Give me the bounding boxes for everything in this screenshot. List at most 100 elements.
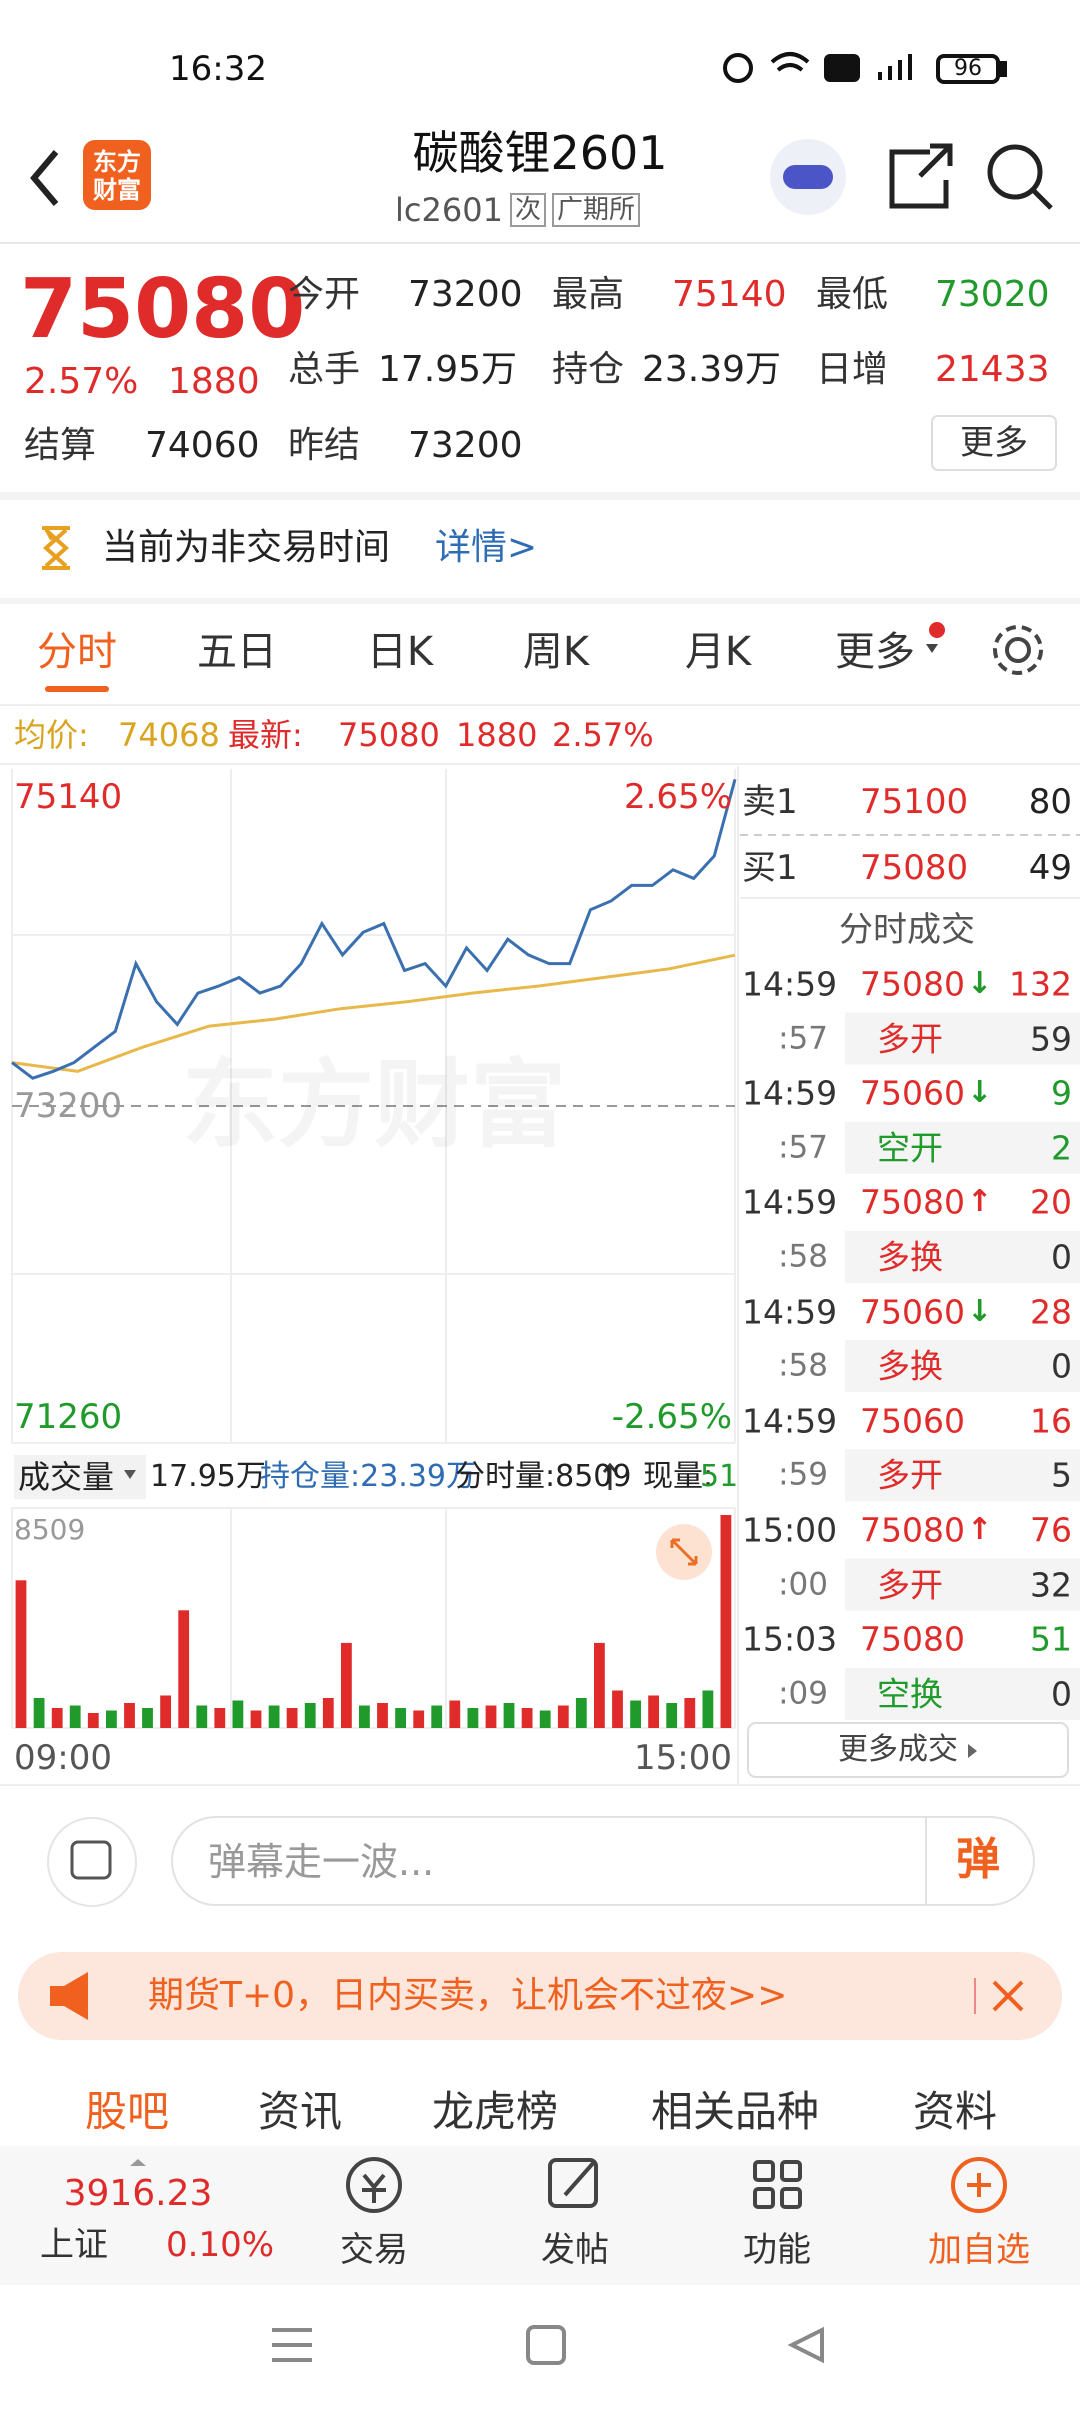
caret	[968, 1744, 977, 1758]
volume-bar	[377, 1703, 388, 1728]
trade-volume: 51	[1030, 1619, 1072, 1659]
search-icon[interactable]	[987, 144, 1053, 210]
trade-second: :57	[778, 1129, 828, 1166]
expand-arrows	[670, 1538, 698, 1566]
bottom-tab[interactable]: 资讯	[257, 2087, 343, 2136]
y-tick-label: 71260	[14, 1397, 123, 1437]
trade-time: 15:00	[742, 1510, 838, 1550]
more-trades-label[interactable]: 更多成交	[838, 1732, 958, 1767]
volume-bar	[33, 1698, 45, 1728]
volume-bar	[69, 1705, 81, 1728]
x-tick-label: 15:00	[634, 1738, 732, 1778]
price-line	[11, 779, 737, 1080]
change: 1880	[456, 716, 538, 754]
more-button-label[interactable]: 更多	[960, 423, 1028, 463]
volume-bar	[106, 1710, 117, 1728]
field-value: 75140	[672, 274, 787, 315]
tab[interactable]: 周K	[522, 629, 590, 675]
close-icon[interactable]	[992, 1980, 1024, 2012]
trade-time: 14:59	[742, 1073, 838, 1113]
trade-time: 14:59	[742, 1292, 838, 1332]
volume-bar	[503, 1703, 515, 1728]
trade-volume: 76	[1030, 1510, 1072, 1550]
trade-price: 75060	[860, 1292, 965, 1332]
volume-bar	[395, 1708, 406, 1728]
volume-bar	[87, 1713, 99, 1728]
comment-placeholder: 弹幕走一波...	[208, 1840, 435, 1884]
bottom-tab[interactable]: 龙虎榜	[431, 2087, 559, 2136]
trade-time: 14:59	[742, 964, 838, 1004]
battery: 96	[954, 56, 982, 81]
red-dot	[929, 622, 945, 638]
field-value: 74060	[145, 425, 260, 466]
clock: 16:32	[169, 49, 267, 89]
ad-text: 期货T+0，日内买卖，让机会不过夜>>	[148, 1975, 788, 2016]
tag: 广期所	[552, 193, 641, 227]
tab[interactable]: 日K	[366, 629, 434, 675]
bottom-tab[interactable]: 资料	[912, 2087, 998, 2136]
trade-oi-change: 5	[1051, 1455, 1072, 1495]
change: 1880	[168, 361, 260, 402]
danmaku-settings[interactable]	[47, 1817, 137, 1907]
volume-bar	[142, 1708, 153, 1728]
volume-bar	[557, 1705, 569, 1728]
volume-bar	[359, 1705, 370, 1728]
trades-title: 分时成交	[839, 910, 975, 950]
trade-second: :59	[778, 1456, 828, 1493]
pct-label: -2.65%	[611, 1397, 732, 1437]
logo-text: 财富	[93, 176, 141, 204]
trade-volume: 20	[1030, 1182, 1072, 1222]
volume-bar	[304, 1703, 316, 1728]
nav-label[interactable]: 发帖	[541, 2230, 609, 2270]
index-name: 上证	[40, 2225, 108, 2265]
more-button[interactable]	[931, 415, 1057, 471]
volume-bar	[232, 1700, 244, 1728]
settings-icon[interactable]	[993, 625, 1043, 675]
comment-input[interactable]	[171, 1816, 1035, 1906]
bottom-tab[interactable]: 股吧	[84, 2087, 170, 2136]
notice-link[interactable]: 详情>	[435, 527, 538, 568]
nav-label[interactable]: 加自选	[928, 2230, 1030, 2270]
volume-bar	[214, 1708, 226, 1728]
danmaku-button[interactable]: 弹	[956, 1834, 1000, 1885]
volume-bar	[431, 1705, 443, 1728]
volume-bar	[51, 1708, 63, 1728]
tab[interactable]: 月K	[684, 629, 752, 675]
robot-face	[783, 165, 833, 189]
trade-oi-change: 59	[1030, 1019, 1072, 1059]
field-label: 最高	[552, 274, 625, 315]
trade-second: :58	[778, 1347, 828, 1384]
share-icon[interactable]	[889, 143, 953, 209]
trade-kind-bg	[845, 1121, 1080, 1174]
back-icon[interactable]	[30, 150, 59, 206]
trade-second: :00	[778, 1566, 828, 1603]
more-trades-button[interactable]	[747, 1722, 1069, 1778]
field-label: 持仓	[552, 349, 625, 390]
volume-bar	[250, 1710, 262, 1728]
volume-dropdown[interactable]	[14, 1455, 146, 1499]
volume-bar	[539, 1710, 551, 1728]
tab[interactable]: 分时	[37, 629, 117, 675]
volume-bar	[341, 1642, 352, 1728]
volume-bar	[702, 1690, 714, 1728]
gap	[0, 492, 1080, 500]
trade-kind-bg	[845, 1340, 1080, 1393]
field-label: 最低	[816, 274, 889, 315]
avg: 74068	[118, 716, 220, 754]
trade-kind: 多开	[877, 1565, 943, 1605]
bottom-tab[interactable]: 相关品种	[650, 2087, 820, 2136]
index-pct: 0.10%	[166, 2225, 275, 2265]
trade-kind-bg	[845, 1558, 1080, 1611]
last-price: 75080	[20, 262, 306, 357]
tab[interactable]: 更多	[835, 629, 915, 675]
volume-bar	[648, 1695, 659, 1728]
ad-banner[interactable]	[18, 1952, 1062, 2040]
nav-label[interactable]: 功能	[743, 2230, 811, 2270]
tab[interactable]: 五日	[197, 629, 277, 675]
book-volume: 49	[1028, 848, 1072, 888]
nav-label[interactable]: 交易	[340, 2230, 408, 2270]
notice: 当前为非交易时间	[102, 527, 391, 568]
trade-kind: 空开	[877, 1128, 943, 1168]
